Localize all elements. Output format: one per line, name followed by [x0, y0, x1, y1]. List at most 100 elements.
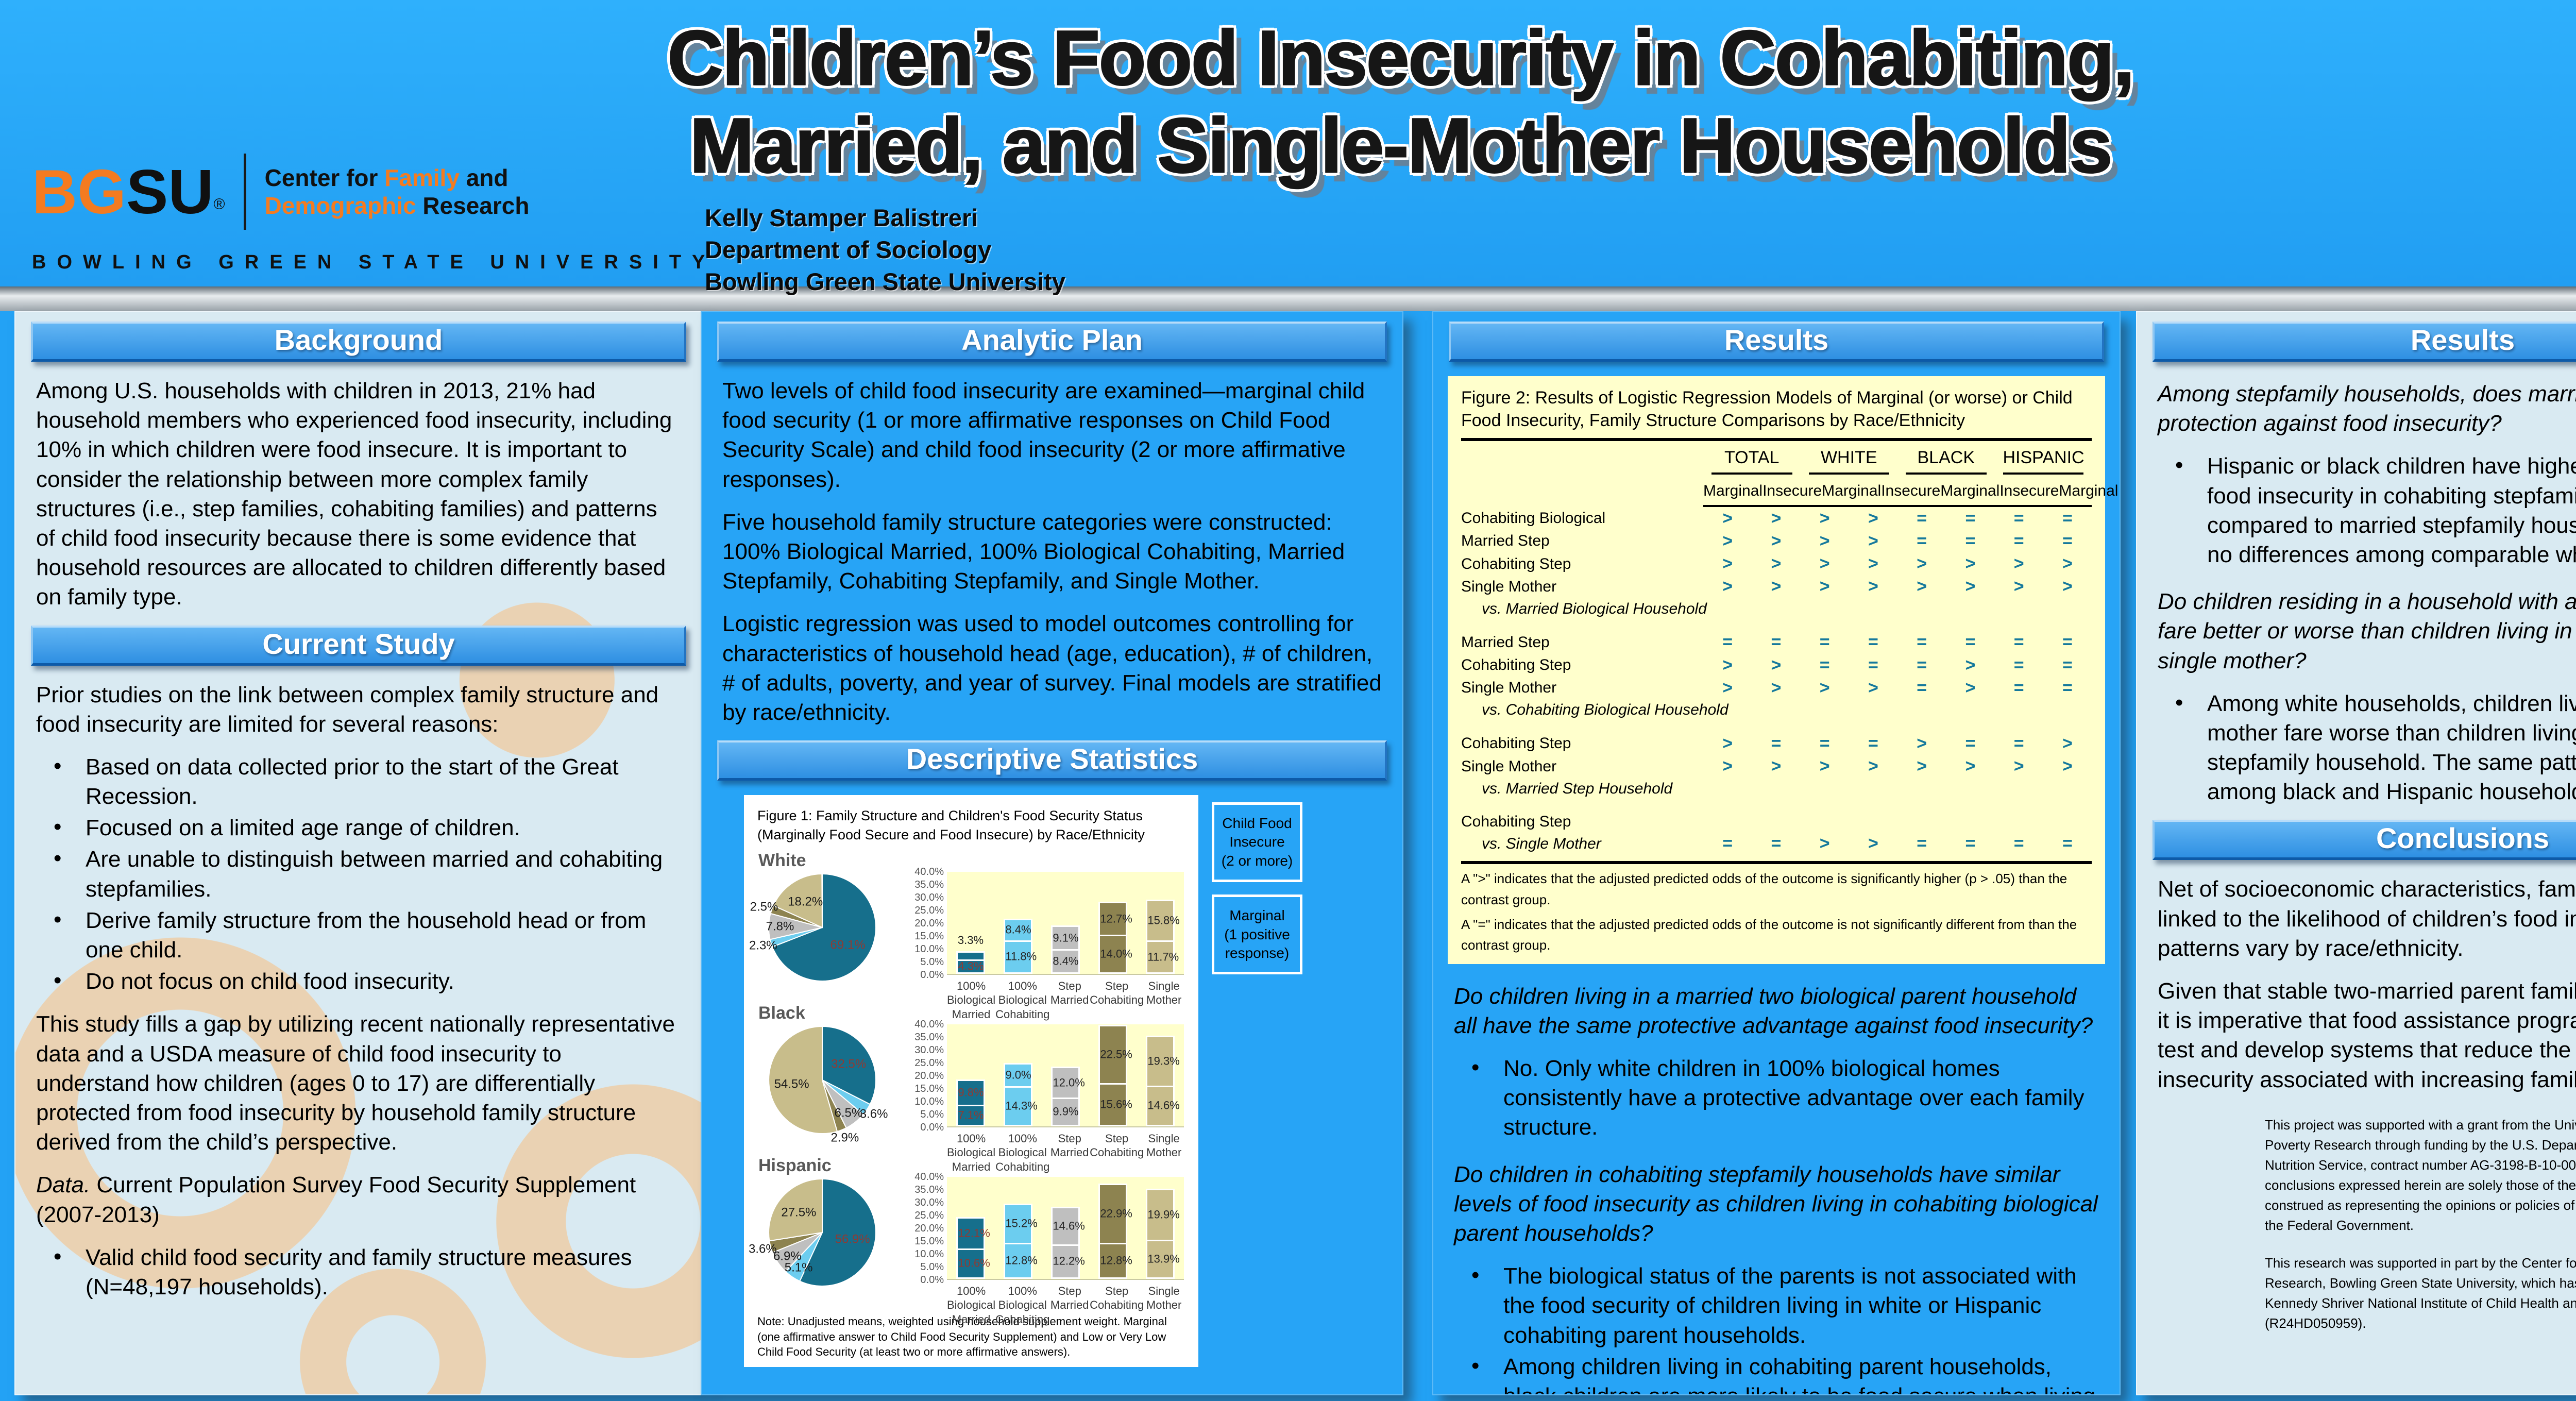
- pie-chart-white: [769, 873, 876, 981]
- list-item: Based on data collected prior to the sta…: [36, 751, 681, 811]
- category-label: Step Married: [1050, 1132, 1089, 1159]
- cfdr-line2-post: Research: [416, 192, 530, 219]
- comparison-symbol: =: [1917, 531, 1927, 551]
- bar-label-insecure: 8.4%: [1005, 923, 1031, 937]
- study-gap-text: This study fills a gap by utilizing rece…: [36, 1011, 675, 1155]
- bar-slot: 14.6% 12.2%: [1042, 1177, 1089, 1279]
- stacked-bar: 15.8% 11.7%: [1146, 900, 1180, 974]
- comparison-symbol: >: [1722, 733, 1733, 753]
- list-item: Do not focus on child food insecurity.: [36, 966, 681, 996]
- contrast-label: vs. Married Step Household: [1482, 780, 1673, 797]
- stacked-bar: 12.7% 14.0%: [1098, 902, 1132, 974]
- plot-area: 12.1% 10.6% 15.2% 12.8% 14.6% 12.2% 22.9% 12.8%…: [947, 1176, 1184, 1280]
- comparison-symbol: =: [2013, 632, 2024, 652]
- analytic-plan-para2: Five household family structure categori…: [722, 509, 1345, 594]
- cfdr-line1: Center for Family and: [265, 164, 530, 192]
- comparison-symbol: =: [1917, 508, 1927, 528]
- bar-label-marginal: 7.1%: [958, 1108, 984, 1122]
- panel-results-conclusions: Results Among stepfamily households, doe…: [2136, 311, 2576, 1395]
- subcolumn-label: Insecure: [1762, 482, 1822, 499]
- bar-slot: 22.9% 12.8%: [1089, 1177, 1137, 1279]
- segment-marginal: 14.6%: [1147, 1087, 1179, 1125]
- segment-insecure: 9.8%: [958, 1081, 984, 1107]
- comparison-symbol: =: [1965, 508, 1976, 528]
- bar-label-insecure: 12.0%: [1053, 1076, 1085, 1089]
- table-row: Single Mother > > > > = > = =: [1461, 677, 2092, 699]
- pie-slice-label: 7.8%: [766, 919, 794, 934]
- acknowledgment-funding-1: This project was supported with a grant …: [2265, 1117, 2576, 1233]
- comparison-symbol: =: [2062, 531, 2073, 551]
- y-axis-tick: 20.0%: [914, 917, 944, 929]
- stacked-bar: 22.5% 15.6%: [1098, 1025, 1132, 1126]
- bar-label-marginal: 12.8%: [1005, 1254, 1038, 1267]
- bar-label-insecure: 3.3%: [957, 934, 984, 947]
- poster-title: Children’s Food Insecurity in Cohabiting…: [0, 14, 2576, 189]
- segment-marginal: 15.6%: [1100, 1085, 1132, 1125]
- race-label: White: [758, 850, 806, 870]
- data-bullet-list: Valid child food security and family str…: [36, 1242, 681, 1302]
- segment-marginal: 13.9%: [1147, 1241, 1179, 1277]
- pie-zone: 56.9% 5.1% 6.9% 3.6% 27.5%: [749, 1156, 903, 1309]
- comparison-symbol: >: [1819, 834, 1830, 854]
- comparison-symbol: >: [1722, 531, 1733, 551]
- category-label: Single Mother: [1146, 979, 1182, 1007]
- pie-slice: [769, 1178, 823, 1242]
- bar-label-insecure: 19.3%: [1147, 1054, 1180, 1068]
- category-label: Step Cohabiting: [1090, 1132, 1144, 1159]
- segment-insecure: 12.1%: [958, 1219, 990, 1250]
- stacked-bar: 8.4% 11.8%: [1004, 918, 1037, 974]
- pie-chart-hispanic: [769, 1178, 876, 1286]
- row-label: Cohabiting Step: [1461, 555, 1571, 572]
- pie-slice-label: 6.9%: [773, 1249, 802, 1263]
- header-band: [0, 0, 2576, 286]
- stacked-bar: 4.3%: [956, 951, 985, 974]
- segment-marginal: 11.7%: [1147, 942, 1179, 972]
- table-group-gap: [1461, 619, 2092, 631]
- y-axis-tick: 25.0%: [914, 1209, 944, 1221]
- bar-label-insecure: 15.8%: [1147, 914, 1180, 927]
- category-label: 100% Biological Married: [947, 1284, 996, 1326]
- table-rule-top: [1461, 438, 2092, 442]
- bar-slot: 12.0% 9.9%: [1042, 1024, 1089, 1126]
- bar-slot: 19.9% 13.9%: [1137, 1177, 1184, 1279]
- results-q2-bullets: The biological status of the parents is …: [1454, 1260, 2099, 1394]
- comparison-symbol: >: [1965, 577, 1976, 597]
- race-label: Black: [758, 1003, 805, 1023]
- pie-slice-label: 3.6%: [859, 1107, 888, 1121]
- registered-mark-icon: ®: [213, 196, 225, 213]
- bar-slot: 12.1% 10.6%: [947, 1177, 994, 1279]
- figure2-table-body: TOTAL WHITE BLACK HISPANIC Marginal Insecure M…: [1461, 441, 2120, 855]
- segment-marginal: 9.9%: [1053, 1099, 1078, 1125]
- comparison-symbol: =: [1819, 655, 1830, 675]
- figure1-note: Note: Unadjusted means, weighted using h…: [757, 1314, 1167, 1359]
- stacked-bar: 14.6% 12.2%: [1051, 1206, 1085, 1279]
- pie-slice-label: 54.5%: [774, 1077, 809, 1091]
- bar-label-insecure: 9.8%: [958, 1086, 984, 1100]
- comparison-symbol: =: [1771, 834, 1782, 854]
- segment-insecure: 22.9%: [1100, 1185, 1132, 1244]
- bar-label-marginal: 9.9%: [1053, 1105, 1079, 1118]
- current-study-intro: Prior studies on the link between comple…: [36, 682, 659, 737]
- segment-insecure: 12.0%: [1053, 1068, 1085, 1100]
- stacked-bar: 9.0% 14.3%: [1004, 1063, 1038, 1126]
- list-item: Derive family structure from the househo…: [36, 905, 681, 965]
- section-header-analytic-plan: Analytic Plan: [717, 322, 1387, 362]
- bar-slot: 22.5% 15.6%: [1089, 1024, 1137, 1126]
- comparison-symbol: >: [1771, 655, 1782, 675]
- table-group-header-row: TOTAL WHITE BLACK HISPANIC: [1461, 441, 2092, 475]
- comparison-symbol: =: [2013, 655, 2024, 675]
- segment-marginal: 11.8%: [1005, 942, 1037, 972]
- poster-title-line1: Children’s Food Insecurity in Cohabiting…: [667, 14, 2136, 102]
- comparison-symbol: =: [2062, 508, 2073, 528]
- legend-item-child-food-insecure: Child Food Insecure (2 or more): [1212, 802, 1302, 883]
- bowling-green-state-university-text: BOWLING GREEN STATE UNIVERSITY: [32, 251, 716, 273]
- comparison-symbol: >: [1819, 508, 1830, 528]
- table-row: Single Mother > > > > > > > >: [1461, 575, 2092, 598]
- acknowledgment-funding-2: This research was supported in part by t…: [2265, 1255, 2576, 1331]
- table-subheader-row: Marginal Insecure Marginal Insecure Marginal…: [1461, 475, 2120, 505]
- list-item: The biological status of the parents is …: [1454, 1260, 2099, 1350]
- bar-label-marginal: 11.7%: [1147, 950, 1179, 964]
- comparison-symbol: =: [1722, 834, 1733, 854]
- segment-insecure: 19.3%: [1147, 1037, 1180, 1087]
- subcolumn-label: Insecure: [1881, 482, 1941, 499]
